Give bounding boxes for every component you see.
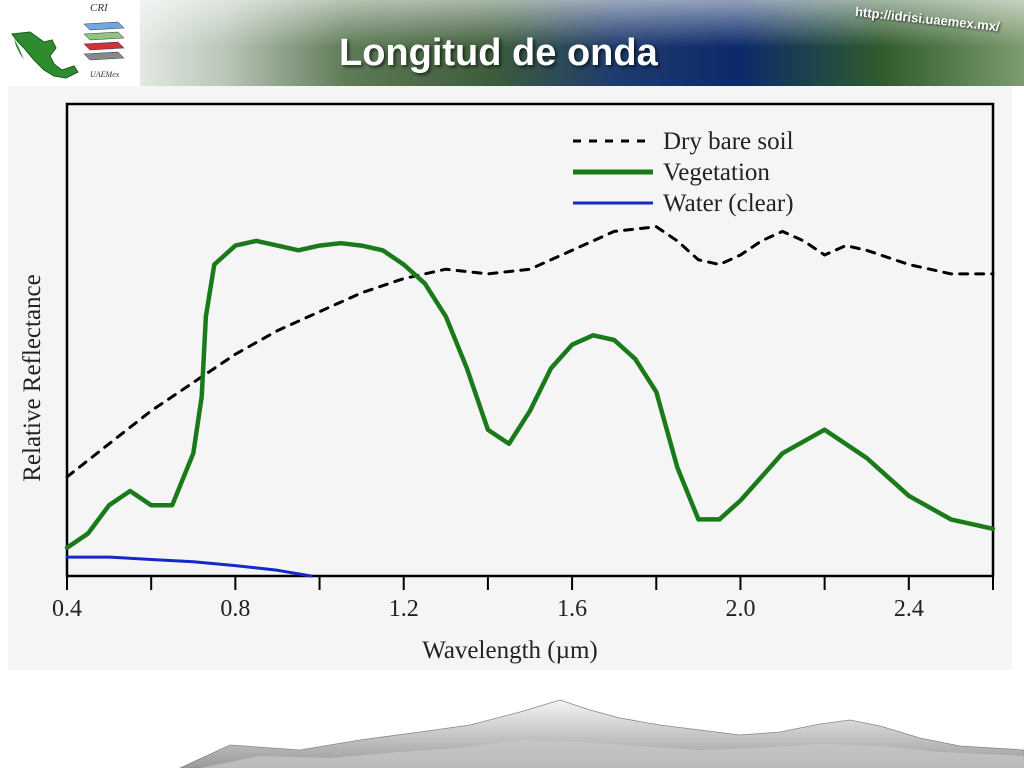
series-line-water-clear — [65, 555, 313, 578]
logo-uaem-text: UAEMex — [90, 70, 120, 79]
chart-series — [64, 225, 996, 578]
mountains-image — [179, 699, 1024, 768]
legend-label: Water (clear) — [663, 190, 794, 217]
reflectance-chart: 0.4 0.8 1.2 1.6 2.0 2.4 Dry bare soil Vegetati… — [19, 102, 996, 664]
mexico-map-logo — [11, 31, 79, 79]
x-tick-label: 0.8 — [220, 596, 250, 622]
logo-area: CRI UAEMex — [0, 0, 140, 86]
chart-axes: 0.4 0.8 1.2 1.6 2.0 2.4 — [52, 102, 995, 622]
legend-label: Vegetation — [663, 159, 770, 186]
chart-panel: 0.4 0.8 1.2 1.6 2.0 2.4 Dry bare soil Vegetati… — [8, 86, 1012, 670]
chart-legend: Dry bare soil Vegetation Water (clear) — [573, 128, 794, 217]
x-tick-label: 2.0 — [725, 596, 755, 622]
layers-logo — [83, 21, 125, 61]
y-axis-label: Relative Reflectance — [19, 274, 46, 482]
x-axis-label: Wavelength (µm) — [422, 637, 598, 664]
plot-frame — [65, 102, 995, 578]
header-satellite-image — [120, 0, 1024, 86]
x-tick-label: 1.6 — [557, 596, 587, 622]
legend-label: Dry bare soil — [663, 128, 794, 155]
page-title: Longitud de onda — [339, 32, 658, 74]
x-tick-label: 0.4 — [52, 596, 82, 622]
series-line-vegetation — [64, 238, 996, 550]
x-tick-label: 2.4 — [894, 596, 924, 622]
x-tick-label: 1.2 — [389, 596, 419, 622]
logo-cri-text: CRI — [90, 2, 108, 14]
series-line-dry-bare-soil — [65, 225, 995, 479]
